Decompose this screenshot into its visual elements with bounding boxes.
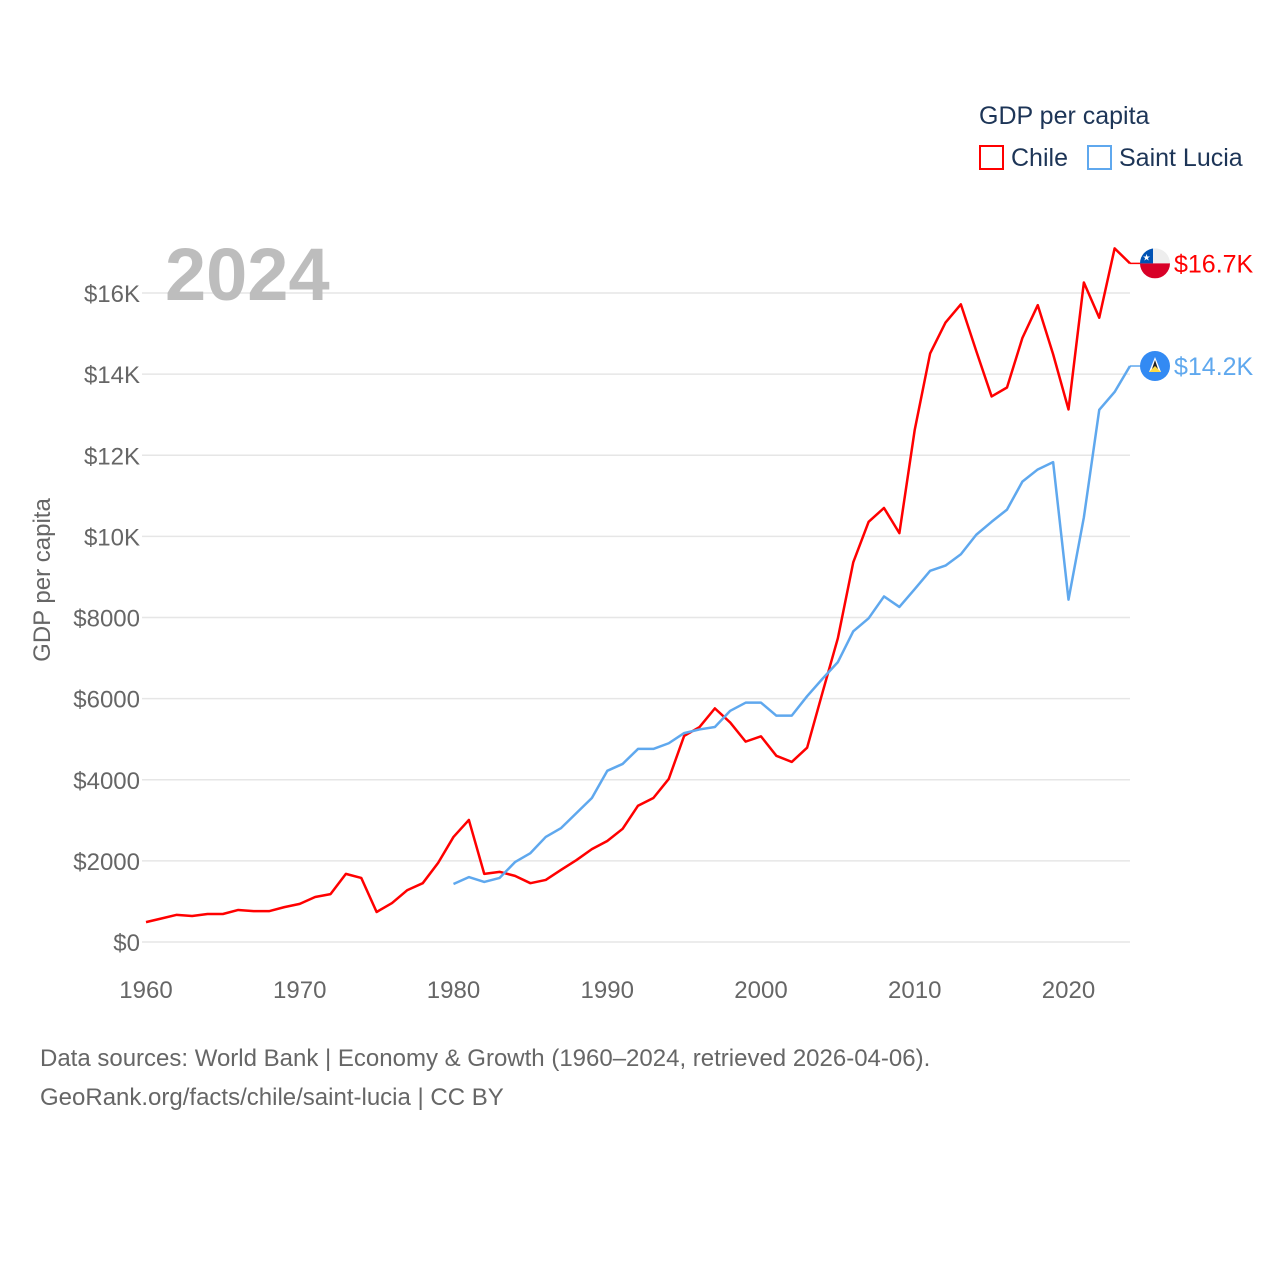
end-value-label: $16.7K: [1174, 250, 1254, 278]
y-tick-label: $14K: [84, 362, 140, 389]
x-tick-label: 1990: [581, 977, 634, 1004]
end-labels: ★ $16.7K $14.2K: [1130, 248, 1254, 382]
legend-title: GDP per capita: [979, 102, 1150, 130]
x-tick-label: 2000: [734, 977, 787, 1004]
saint-lucia-flag-icon: [1140, 351, 1170, 382]
footer-sources: Data sources: World Bank | Economy & Gro…: [40, 1045, 931, 1072]
legend-item[interactable]: Saint Lucia: [1087, 144, 1243, 172]
year-watermark: 2024: [165, 233, 330, 316]
legend: GDP per capita Chile Saint Lucia: [979, 102, 1243, 172]
y-axis-ticks: $0 $2000 $4000 $6000 $8000 $10K $12K $14K $16K: [73, 281, 140, 957]
y-tick-label: $0: [113, 930, 140, 957]
legend-swatch: [979, 145, 1004, 170]
y-tick-label: $6000: [73, 687, 140, 714]
legend-label: Saint Lucia: [1119, 144, 1243, 172]
x-axis-ticks: 1960 1970 1980 1990 2000 2010 2020: [119, 977, 1095, 1004]
footer-link[interactable]: GeoRank.org/facts/chile/saint-lucia | CC…: [40, 1084, 504, 1111]
y-tick-label: $8000: [73, 606, 140, 633]
y-tick-label: $10K: [84, 524, 140, 551]
series-line-chile: [145, 247, 1131, 924]
gridlines: [142, 292, 1130, 943]
y-tick-label: $2000: [73, 849, 140, 876]
chile-flag-icon: ★: [1140, 248, 1170, 279]
x-tick-label: 1980: [427, 977, 480, 1004]
y-tick-label: $12K: [84, 443, 140, 470]
legend-label: Chile: [1011, 144, 1068, 172]
series-line-saint-lucia: [452, 365, 1132, 886]
y-tick-label: $4000: [73, 768, 140, 795]
series-lines: [145, 247, 1132, 924]
legend-swatch: [1087, 145, 1112, 170]
y-axis-title: GDP per capita: [29, 498, 56, 662]
x-tick-label: 1960: [119, 977, 172, 1004]
y-tick-label: $16K: [84, 281, 140, 308]
flag-star: ★: [1142, 252, 1150, 262]
flag-yellow: [1149, 366, 1161, 373]
x-tick-label: 2010: [888, 977, 941, 1004]
end-value-label: $14.2K: [1174, 353, 1254, 381]
x-tick-label: 1970: [273, 977, 326, 1004]
flag-red: [1140, 263, 1170, 279]
legend-item[interactable]: Chile: [979, 144, 1068, 172]
x-tick-label: 2020: [1042, 977, 1095, 1004]
